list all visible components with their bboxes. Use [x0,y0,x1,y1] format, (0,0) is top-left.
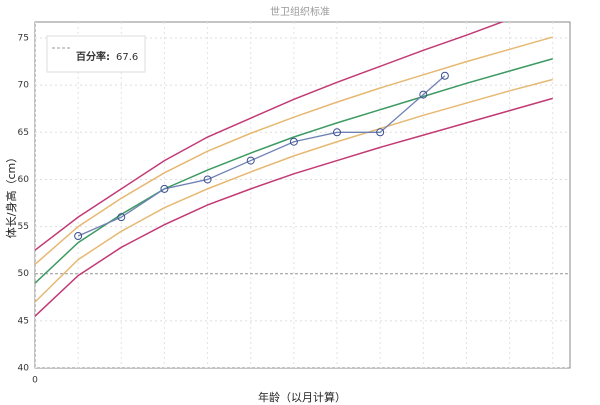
y-axis-label: 体长/身高（cm） [4,152,18,238]
data-point [203,175,212,184]
y-tick-label: 55 [18,222,29,232]
data-line [77,75,446,237]
chart-title: 世卫组织标准 [270,5,330,18]
data-point [117,213,126,222]
data-point [160,184,169,193]
x-axis-label: 年龄（以月计算） [258,390,346,404]
data-point [419,90,428,99]
reference-curve [35,36,553,265]
legend-label: 百分率: [76,50,110,63]
data-point [246,156,255,165]
plot-content [35,22,570,368]
data-point [289,137,298,146]
reference-curve [35,58,553,284]
data-point [74,232,83,241]
y-tick-label: 65 [18,128,29,138]
legend-value: 67.6 [116,52,138,63]
y-tick-label: 50 [18,269,30,279]
data-point [376,128,385,137]
y-tick-label: 75 [18,34,29,44]
x-tick-label: 0 [32,376,38,386]
reference-curve [35,97,553,317]
data-point [440,71,449,80]
y-tick-label: 70 [18,81,30,91]
y-tick-label: 60 [18,175,30,185]
y-tick-label: 45 [18,316,29,326]
y-tick-label: 40 [18,364,30,374]
data-point [333,128,342,137]
legend-box [46,35,146,73]
reference-curve [35,78,553,303]
legend: 百分率: 67.6 [46,35,146,73]
plot-area [34,21,571,369]
reference-curve [35,22,505,251]
